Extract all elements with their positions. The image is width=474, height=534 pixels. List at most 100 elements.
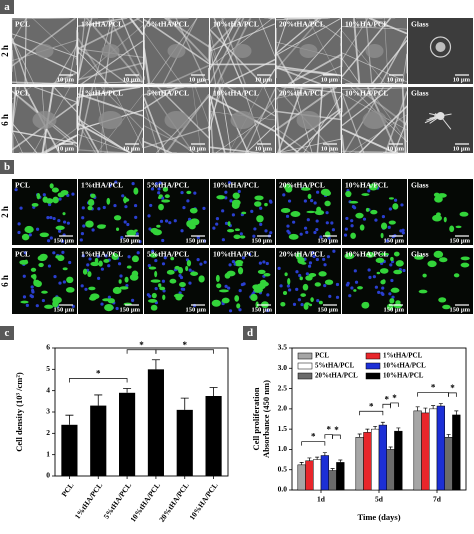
cell [98,111,123,129]
significance-bracket [155,349,214,354]
significance-bracket [359,410,384,416]
fiber [288,53,342,85]
fiber [129,17,144,36]
scale-bar-label: 150 μm [318,237,339,244]
nucleus [258,261,262,265]
nucleus [240,282,245,287]
cell [65,287,75,293]
fiber [341,86,377,118]
scale-bar-label: 10 μm [387,76,405,83]
cell [365,207,370,212]
cell [150,279,161,283]
panel-label: c [5,327,10,339]
x-tick-label: 1d [317,495,326,504]
image-label: 5%tHA/PCL [147,181,189,190]
nucleus [381,215,386,219]
scale-bar-label: 10 μm [321,145,339,152]
nucleus [238,289,242,293]
fiber [371,39,408,85]
cell [443,216,447,223]
cell [345,190,352,198]
significance-bracket [417,392,449,397]
cell [427,260,437,268]
cell [375,257,385,263]
cell [30,267,37,272]
scale-bar-label: 150 μm [450,306,471,313]
nucleus [354,280,359,284]
cell [380,232,384,239]
nucleus [148,294,152,298]
fiber [143,48,150,85]
nucleus [88,257,92,261]
error-bar [431,405,436,409]
cell [147,299,158,303]
cell [318,300,323,305]
nucleus [46,239,51,243]
scale-bar-label: 10 μm [123,145,141,152]
nucleus [126,222,130,227]
nucleus [292,302,297,307]
scale-bar-label: 150 μm [450,237,471,244]
cell [237,267,244,275]
nucleus [124,205,128,209]
fiber [341,86,393,127]
fiber [11,37,29,85]
significance-label: * [139,340,144,350]
fiber [213,17,243,85]
error-bar [299,462,304,465]
cell [359,224,365,231]
cell [162,186,169,192]
image-label: PCL [15,181,30,190]
cell [300,261,307,265]
nucleus [402,268,406,273]
cell [154,270,158,278]
image-label: 1%tHA/PCL [81,181,123,190]
nucleus [238,308,242,312]
nucleus [335,295,340,299]
cell [151,292,157,299]
cell [314,282,322,287]
bar [355,437,364,491]
nucleus [84,287,88,291]
scale-bar-label: 150 μm [54,306,75,313]
cell [211,299,221,307]
cell [296,111,321,129]
fiber [143,116,194,154]
fiber [209,86,216,107]
nucleus [335,282,340,287]
nucleus [315,219,319,223]
fiber [77,86,94,152]
nucleus [239,232,243,236]
nucleus [345,216,349,221]
nucleus [47,264,52,268]
fiber [111,86,144,148]
nucleus [332,249,336,253]
y-tick-label: 1 [46,449,50,458]
image-label: 20%tHA/PCL [279,181,325,190]
scale-bar-label: 10 μm [123,76,141,83]
nucleus [288,288,292,292]
cell [316,206,322,213]
error-bar [307,457,312,461]
image-label: 1%tHA/PCL [81,250,123,259]
nucleus [161,238,165,243]
nucleus [305,272,309,276]
cell [103,259,110,263]
fiber [11,17,70,20]
nucleus [313,230,317,235]
error-bar [123,388,132,393]
cell [344,252,355,260]
legend-swatch [365,352,381,360]
nucleus [96,254,100,258]
image-label: PCL [15,89,30,98]
error-bar [322,452,327,456]
nucleus [387,225,391,229]
cell [131,270,139,277]
nucleus [389,263,393,267]
image-label: 10%tHA/PCL [213,20,259,29]
error-bar [315,456,320,460]
scale-bar-label: 150 μm [120,306,141,313]
nucleus [135,232,139,236]
cell [24,259,28,264]
